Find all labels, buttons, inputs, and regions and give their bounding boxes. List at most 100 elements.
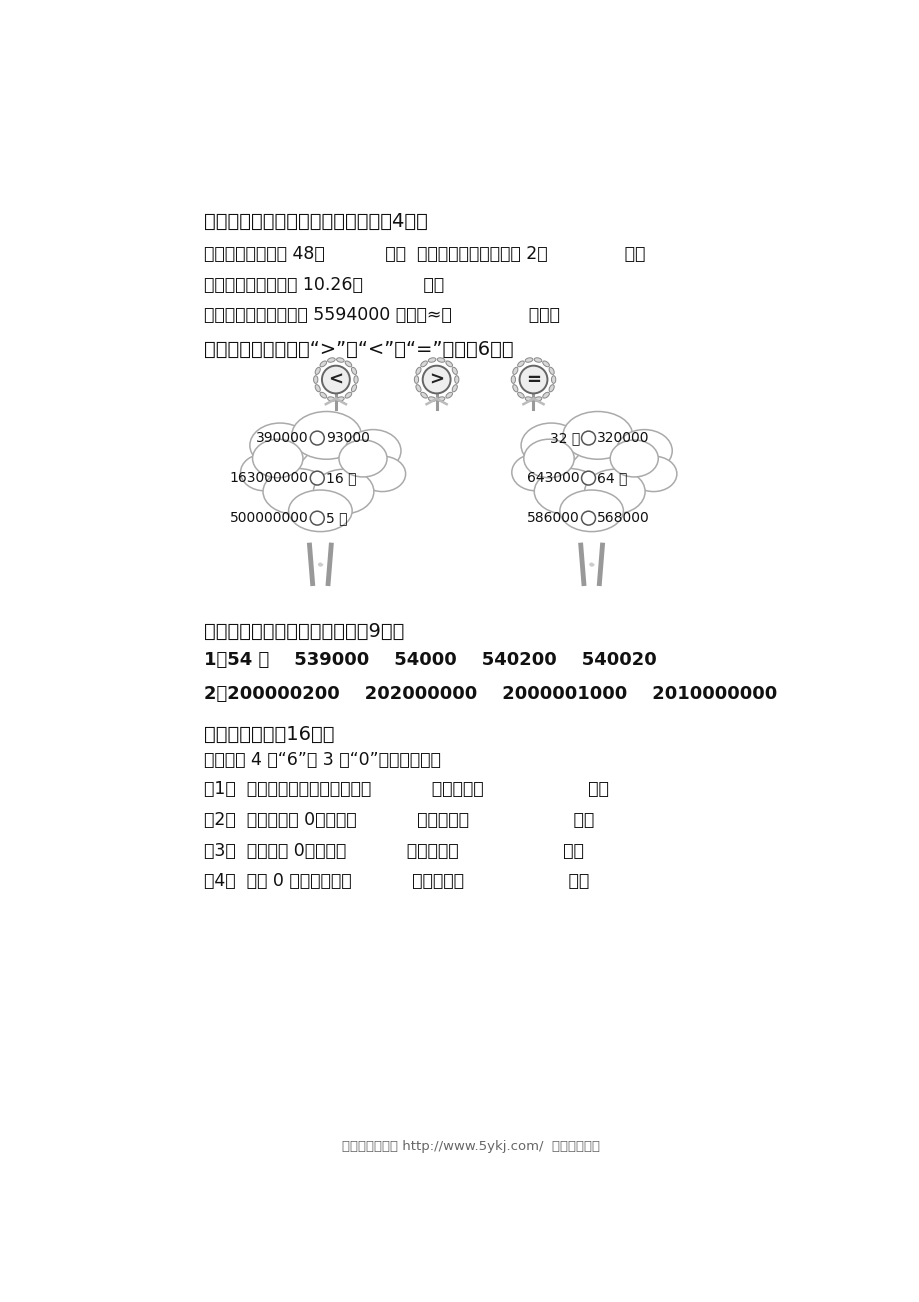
Ellipse shape	[313, 376, 317, 383]
Text: 643000: 643000	[527, 471, 579, 486]
Text: 93000: 93000	[325, 431, 369, 445]
Circle shape	[310, 431, 323, 445]
Ellipse shape	[351, 384, 357, 392]
Ellipse shape	[327, 397, 335, 401]
Ellipse shape	[420, 361, 427, 367]
Text: 教室的面积大约是 48（           ）。  我们校园的面积大约是 2（              ）。: 教室的面积大约是 48（ ）。 我们校园的面积大约是 2（ ）。	[204, 245, 645, 263]
Ellipse shape	[525, 358, 532, 362]
Ellipse shape	[253, 439, 302, 478]
Ellipse shape	[584, 469, 644, 514]
Ellipse shape	[428, 358, 436, 362]
Ellipse shape	[345, 361, 351, 367]
Ellipse shape	[562, 411, 632, 460]
Ellipse shape	[420, 392, 427, 398]
Ellipse shape	[542, 361, 549, 367]
Circle shape	[519, 366, 547, 393]
Ellipse shape	[517, 361, 524, 367]
Ellipse shape	[511, 376, 515, 383]
Ellipse shape	[351, 367, 357, 375]
Text: <: <	[328, 371, 343, 388]
Ellipse shape	[358, 456, 405, 492]
Ellipse shape	[336, 397, 344, 401]
Text: 390000: 390000	[255, 431, 309, 445]
Ellipse shape	[525, 397, 532, 401]
Ellipse shape	[446, 392, 452, 398]
Circle shape	[310, 471, 323, 486]
Ellipse shape	[534, 397, 541, 401]
Circle shape	[422, 366, 450, 393]
Text: （1）  一个零也不读出来：写作（           ），读作（                   ）。: （1） 一个零也不读出来：写作（ ），读作（ ）。	[204, 780, 608, 798]
Ellipse shape	[630, 456, 676, 492]
Circle shape	[581, 512, 595, 525]
Text: 五、花落谁家（填上“>”、“<”或“=”）？（6分）: 五、花落谁家（填上“>”、“<”或“=”）？（6分）	[204, 340, 513, 358]
Ellipse shape	[415, 367, 421, 375]
Ellipse shape	[320, 392, 326, 398]
Text: 按要求把 4 个“6”和 3 个“0”组成七位数。: 按要求把 4 个“6”和 3 个“0”组成七位数。	[204, 751, 440, 769]
Ellipse shape	[250, 423, 310, 467]
Ellipse shape	[454, 376, 459, 383]
Ellipse shape	[452, 384, 457, 392]
Ellipse shape	[549, 367, 553, 375]
Circle shape	[310, 512, 323, 525]
Ellipse shape	[315, 384, 320, 392]
Ellipse shape	[345, 430, 401, 471]
Ellipse shape	[512, 384, 517, 392]
Text: 1、54 万    539000    54000    540200    540020: 1、54 万 539000 54000 540200 540020	[204, 651, 656, 669]
Ellipse shape	[315, 367, 320, 375]
Ellipse shape	[520, 423, 581, 467]
Circle shape	[322, 366, 349, 393]
Ellipse shape	[534, 469, 602, 514]
Ellipse shape	[415, 384, 421, 392]
Ellipse shape	[354, 376, 357, 383]
Text: （4）  三个 0 都读，写作（           ），读作（                   ）。: （4） 三个 0 都读，写作（ ），读作（ ）。	[204, 872, 589, 891]
Text: 320000: 320000	[596, 431, 649, 445]
Text: 64 万: 64 万	[596, 471, 627, 486]
Text: 586000: 586000	[527, 512, 579, 525]
Text: （3）  读出两个 0：写作（           ），读作（                   ）。: （3） 读出两个 0：写作（ ），读作（ ）。	[204, 841, 584, 859]
Ellipse shape	[289, 490, 352, 531]
Text: >: >	[428, 371, 444, 388]
Text: =: =	[526, 371, 540, 388]
Ellipse shape	[550, 376, 555, 383]
Ellipse shape	[534, 358, 541, 362]
Ellipse shape	[414, 376, 418, 383]
Ellipse shape	[511, 454, 560, 491]
Text: 七、我会组数（16分）: 七、我会组数（16分）	[204, 724, 335, 743]
Circle shape	[581, 431, 595, 445]
Text: 32 万: 32 万	[550, 431, 579, 445]
Ellipse shape	[428, 397, 436, 401]
Text: （2）  只读出一个 0：写作（           ），读作（                   ）。: （2） 只读出一个 0：写作（ ），读作（ ）。	[204, 811, 594, 829]
Circle shape	[581, 471, 595, 486]
Ellipse shape	[616, 430, 672, 471]
Ellipse shape	[523, 439, 573, 478]
Ellipse shape	[240, 454, 289, 491]
Ellipse shape	[338, 440, 387, 477]
Ellipse shape	[320, 361, 326, 367]
Ellipse shape	[437, 397, 445, 401]
Text: 四、在横线上填合适的面积单位。（4分）: 四、在横线上填合适的面积单位。（4分）	[204, 212, 427, 230]
Text: 由莲山课件提供 http://www.5ykj.com/  资源全部免费: 由莲山课件提供 http://www.5ykj.com/ 资源全部免费	[342, 1141, 600, 1154]
Ellipse shape	[313, 469, 373, 514]
Ellipse shape	[327, 358, 335, 362]
Ellipse shape	[452, 367, 457, 375]
Ellipse shape	[263, 469, 331, 514]
Ellipse shape	[345, 392, 351, 398]
Text: 六、将下列数由小到大排列。（9分）: 六、将下列数由小到大排列。（9分）	[204, 622, 404, 641]
Text: 163000000: 163000000	[230, 471, 309, 486]
Ellipse shape	[512, 367, 517, 375]
Ellipse shape	[560, 490, 623, 531]
Ellipse shape	[446, 361, 452, 367]
Ellipse shape	[517, 392, 524, 398]
Ellipse shape	[336, 358, 344, 362]
Text: 500000000: 500000000	[230, 512, 309, 525]
Ellipse shape	[291, 411, 361, 460]
Ellipse shape	[549, 384, 553, 392]
Text: 568000: 568000	[596, 512, 649, 525]
Text: 2、200000200    202000000    2000001000    2010000000: 2、200000200 202000000 2000001000 2010000…	[204, 685, 777, 703]
Ellipse shape	[542, 392, 549, 398]
Text: 5 亿: 5 亿	[325, 512, 347, 525]
Ellipse shape	[437, 358, 445, 362]
Text: 江苏省的面积大约是 10.26（           ）。: 江苏省的面积大约是 10.26（ ）。	[204, 276, 444, 293]
Ellipse shape	[609, 440, 658, 477]
Text: 16 亿: 16 亿	[325, 471, 356, 486]
